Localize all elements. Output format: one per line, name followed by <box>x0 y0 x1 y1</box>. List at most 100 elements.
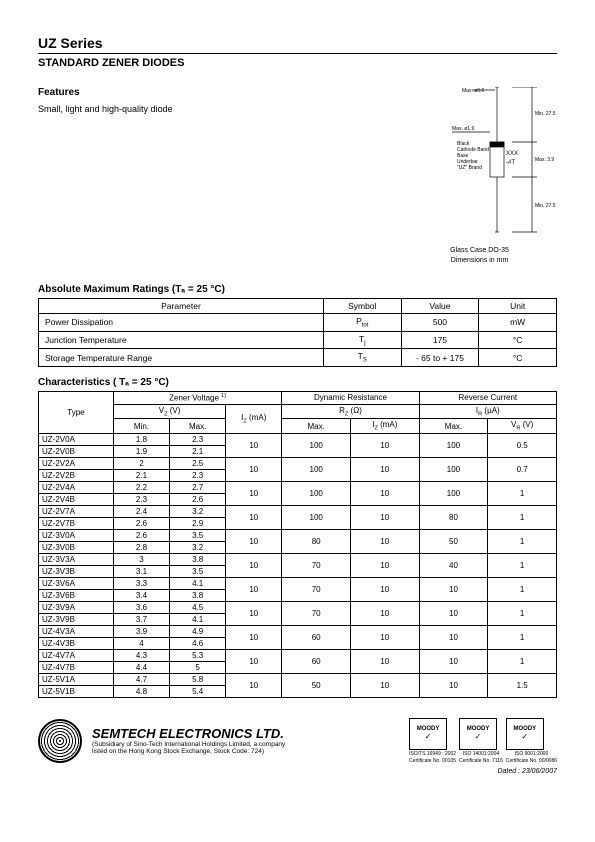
cert-label: ISO/TS 16949 : 2002 <box>409 751 456 757</box>
char-header: VZ (V) <box>113 404 225 419</box>
ratings-cell: Ptot <box>323 314 401 332</box>
char-cell: 3.8 <box>170 589 226 601</box>
cert-badge: MOODY✓ <box>459 718 497 750</box>
diagram-caption2: Dimensions in mm <box>402 257 557 264</box>
char-cell: 10 <box>226 625 282 649</box>
char-cell: 10 <box>419 649 488 673</box>
char-cell: 1 <box>488 601 557 625</box>
char-cell: 4.6 <box>170 637 226 649</box>
char-cell: 10 <box>351 481 420 505</box>
char-cell: 10 <box>351 505 420 529</box>
char-cell: 100 <box>282 505 351 529</box>
dim-top: Max. ø0.6 <box>462 88 484 94</box>
char-header: Max. <box>170 419 226 434</box>
char-cell: 4.3 <box>113 649 169 661</box>
ratings-cell: Junction Temperature <box>39 331 324 349</box>
char-cell: 3.1 <box>113 565 169 577</box>
char-cell: 10 <box>351 433 420 457</box>
char-cell: 1 <box>488 481 557 505</box>
char-cell: 3.2 <box>170 541 226 553</box>
char-cell: 2.3 <box>170 433 226 445</box>
dim-min27b: Min. 27.5 <box>535 203 556 209</box>
char-type: UZ-5V1B <box>39 685 114 697</box>
char-cell: 100 <box>282 433 351 457</box>
char-cell: 2.1 <box>113 469 169 481</box>
char-type: UZ-3V3A <box>39 553 114 565</box>
char-cell: 100 <box>419 457 488 481</box>
dim-body-w: Max. ø1.9 <box>452 126 474 132</box>
char-cell: 10 <box>226 649 282 673</box>
char-type: UZ-3V9B <box>39 613 114 625</box>
char-cell: 3.5 <box>170 529 226 541</box>
char-cell: 10 <box>226 457 282 481</box>
ratings-cell: TS <box>323 349 401 367</box>
char-cell: 10 <box>226 529 282 553</box>
char-cell: 2.1 <box>170 445 226 457</box>
char-type: UZ-2V7A <box>39 505 114 517</box>
char-cell: 1 <box>488 649 557 673</box>
date: Dated : 23/06/2007 <box>38 768 557 775</box>
char-cell: 3.4 <box>113 589 169 601</box>
char-cell: 2.6 <box>170 493 226 505</box>
char-header: Reverse Current <box>419 392 556 405</box>
char-header: Zener Voltage 1) <box>113 392 281 405</box>
char-cell: 3.8 <box>170 553 226 565</box>
char-type: UZ-2V2B <box>39 469 114 481</box>
ratings-header: Parameter <box>39 299 324 314</box>
char-heading: Characteristics ( Tₐ = 25 °C) <box>38 377 557 388</box>
mark2: -#T <box>506 160 515 166</box>
char-cell: 5.3 <box>170 649 226 661</box>
char-cell: 70 <box>282 553 351 577</box>
char-cell: 4.1 <box>170 577 226 589</box>
ratings-cell: °C <box>479 349 557 367</box>
ratings-heading: Absolute Maximum Ratings (Tₐ = 25 °C) <box>38 284 557 295</box>
char-cell: 80 <box>419 505 488 529</box>
cert-num: Certificate No. 7116 <box>459 758 503 764</box>
char-type: UZ-2V2A <box>39 457 114 469</box>
diagram-caption1: Glass Case DO-35 <box>402 247 557 254</box>
subtitle: STANDARD ZENER DIODES <box>38 57 557 69</box>
char-cell: 2.7 <box>170 481 226 493</box>
ratings-header: Unit <box>479 299 557 314</box>
char-cell: 4.7 <box>113 673 169 685</box>
char-type: UZ-4V7B <box>39 661 114 673</box>
char-cell: 4.1 <box>170 613 226 625</box>
char-type: UZ-2V4A <box>39 481 114 493</box>
char-header: IR (µA) <box>419 404 556 419</box>
ratings-cell: °C <box>479 331 557 349</box>
char-cell: 3 <box>113 553 169 565</box>
char-type: UZ-3V0B <box>39 541 114 553</box>
cert-badges: MOODY✓ISO/TS 16949 : 2002Certificate No.… <box>409 718 557 764</box>
char-header: IZ (mA) <box>351 419 420 434</box>
char-cell: 5 <box>170 661 226 673</box>
char-cell: 10 <box>351 649 420 673</box>
char-type: UZ-2V7B <box>39 517 114 529</box>
company-name: SEMTECH ELECTRONICS LTD. <box>92 726 285 741</box>
char-cell: 2.5 <box>170 457 226 469</box>
char-cell: 4.8 <box>113 685 169 697</box>
char-type: UZ-3V6B <box>39 589 114 601</box>
char-cell: 10 <box>419 625 488 649</box>
features-text: Small, light and high-quality diode <box>38 104 338 114</box>
char-header: Max. <box>282 419 351 434</box>
char-cell: 1 <box>488 625 557 649</box>
char-type: UZ-2V0A <box>39 433 114 445</box>
ratings-cell: mW <box>479 314 557 332</box>
char-type: UZ-5V1A <box>39 673 114 685</box>
char-cell: 10 <box>226 673 282 697</box>
dim-min27a: Min. 27.5 <box>535 111 556 117</box>
char-cell: 10 <box>351 553 420 577</box>
char-cell: 3.6 <box>113 601 169 613</box>
cert-label: ISO 9001:2000 <box>506 751 557 757</box>
char-type: UZ-3V9A <box>39 601 114 613</box>
char-cell: 10 <box>226 505 282 529</box>
char-header: IZ (mA) <box>226 404 282 433</box>
char-cell: 1.8 <box>113 433 169 445</box>
features-block: Features Small, light and high-quality d… <box>38 87 338 264</box>
char-type: UZ-3V3B <box>39 565 114 577</box>
char-cell: 100 <box>282 481 351 505</box>
char-cell: 10 <box>351 625 420 649</box>
char-cell: 4.4 <box>113 661 169 673</box>
company-sub1: (Subsidiary of Sino-Tech International H… <box>92 741 285 748</box>
char-cell: 10 <box>351 529 420 553</box>
